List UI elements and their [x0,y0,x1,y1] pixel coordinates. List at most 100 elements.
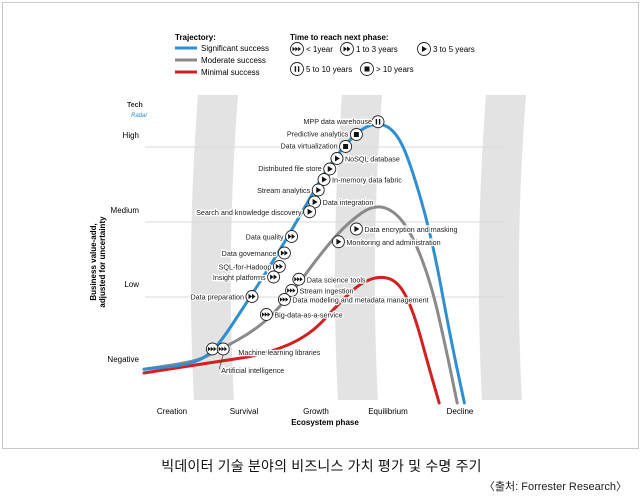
icon-glyph [294,66,297,72]
legend-trajectory-label: Minimal success [201,68,260,77]
icon-glyph [207,346,217,352]
technology-marker: Artificial intelligence [216,342,286,376]
legend-time-label: 3 to 5 years [433,45,475,54]
technology-label: Data science tools [307,275,366,284]
tech-radar-label: Tech [127,102,143,109]
icon-glyph [343,144,349,149]
double-fast-forward-icon [277,293,291,306]
legend-trajectory-label: Moderate success [201,56,266,65]
technology-marker: Data quality [244,230,299,243]
figure-caption: 빅데이터 기술 분야의 비즈니스 가치 평가 및 수명 주기 [161,458,482,474]
technology-marker: Data encryption and masking [349,222,459,236]
technology-label: Distributed file store [258,164,322,173]
icon-glyph [422,46,427,52]
icon-ring [290,62,304,76]
legend-time-label: < 1year [306,45,333,54]
double-fast-forward-icon [259,308,273,321]
play-icon [331,235,345,249]
play-icon [311,183,325,197]
gridlines [145,146,505,298]
fast-forward-icon [340,42,354,56]
x-phase-label: Creation [157,407,187,416]
figure-source: 〈출처: Forrester Research〉 [483,481,627,493]
technology-label: Stream ingestion [300,287,354,296]
fast-forward-icon [277,246,291,260]
fast-forward-icon [245,290,259,303]
icon-glyph [375,118,378,125]
technology-label: Artificial intelligence [221,366,284,375]
technology-marker: Stream analytics [256,183,325,197]
phase-bands [190,95,526,400]
technology-marker: Search and knowledge discovery [195,205,317,219]
phase-band [334,95,382,400]
axes: Tech Radar Business value-add, adjusted for… [89,102,474,427]
legend: Trajectory: Significant success Moderate s… [175,33,475,77]
technology-label: Predictive analytics [287,130,349,139]
play-icon [323,162,337,176]
technology-label: SQL-for-Hadoop [219,263,272,272]
double-fast-forward-icon [285,284,299,297]
play-icon [330,152,344,165]
icon-glyph [288,233,296,240]
icon-glyph [322,176,327,183]
chart-frame [2,2,639,449]
technology-marker: In-memory data fabric [317,173,404,186]
icon-glyph [364,66,370,72]
legend-time-title: Time to reach next phase: [290,33,389,42]
technology-marker: Stream ingestion [285,284,355,297]
technology-markers: MPP data warehouse Predictive analytics Da… [189,115,459,376]
icon-glyph [297,66,300,72]
technology-label: Monitoring and administration [346,238,440,247]
phase-band [190,95,238,400]
play-icon [317,173,331,186]
icon-glyph [261,312,271,317]
fast-forward-icon [285,230,299,243]
technology-label: Data encryption and masking [364,225,457,234]
x-phase-label: Equilibrium [368,407,408,416]
technology-label: Data quality [246,233,284,242]
icon-ring [371,115,385,129]
icon-glyph [292,46,301,52]
technology-label: NoSQL database [345,155,400,164]
icon-glyph [275,263,283,270]
stop-icon [349,128,363,141]
fast-forward-icon [267,270,281,284]
y-axis-label: Business value-add, [89,223,98,300]
technology-marker: Data governance [220,246,291,260]
icon-glyph [354,226,360,232]
technology-label: Insight platforms [213,273,266,282]
tech-radar-label: Radar [131,113,148,119]
technology-marker: Data preparation [189,290,259,303]
technology-marker: NoSQL database [330,152,401,165]
y-level-label: Negative [107,355,139,364]
technology-label: Big-data-as-a-service [274,311,342,320]
y-level-label: Low [124,280,139,289]
phase-band [478,95,526,400]
leader-line [218,354,224,370]
icon-glyph [316,187,322,193]
icon-glyph [378,118,381,125]
double-fast-forward-icon [205,342,219,356]
technology-marker: MPP data warehouse [302,115,385,129]
icon-glyph [248,293,256,300]
icon-glyph [280,250,288,256]
technology-label: Data integration [323,198,374,207]
double-fast-forward-icon [216,342,230,356]
pause-icon [290,62,304,76]
technology-label: Data virtualization [280,142,337,151]
icon-glyph [218,346,228,352]
technology-marker: Distributed file store [257,162,337,176]
technology-marker: SQL-for-Hadoop [217,260,286,273]
technology-label: Data governance [222,249,277,258]
technology-marker: Data integration [308,195,375,209]
icon-glyph [287,288,296,293]
x-axis-label: Ecosystem phase [291,418,359,427]
technology-label: Machine learning libraries [238,348,320,357]
trajectory-line [142,275,441,405]
legend-time-label: 1 to 3 years [356,45,398,54]
play-icon [417,42,431,56]
double-fast-forward-icon [292,272,306,286]
technology-marker: Data virtualization [279,140,353,153]
technology-marker: Data modeling and metadata management [277,293,430,306]
stop-icon [339,140,353,153]
